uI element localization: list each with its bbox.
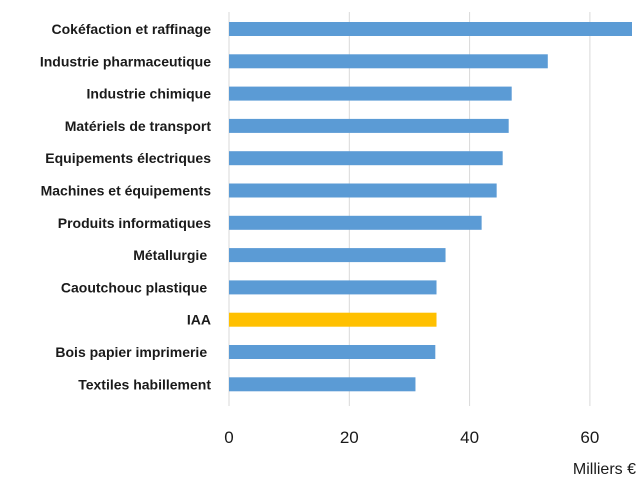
x-axis-unit-label: Milliers € [573,461,636,478]
category-label: Industrie pharmaceutique [40,53,211,69]
category-label: Caoutchouc plastique [61,279,211,295]
x-tick-label: 20 [340,428,359,447]
category-label: IAA [187,312,211,328]
bar [229,54,548,69]
category-label: Machines et équipements [41,183,212,199]
category-label: Textiles habillement [78,376,211,392]
x-tick-label: 40 [460,428,479,447]
category-label: Métallurgie [133,247,211,263]
x-tick-label: 60 [580,428,599,447]
category-label: Equipements électriques [45,150,211,166]
category-labels: Cokéfaction et raffinage Industrie pharma… [40,21,211,392]
x-tick-labels: 0 20 40 60 [224,428,599,447]
bar [229,248,446,263]
bar [229,280,437,295]
category-label: Cokéfaction et raffinage [52,21,212,37]
bar [229,183,497,198]
bar [229,86,512,101]
bar [229,118,509,133]
bar [229,22,632,36]
category-label: Produits informatiques [58,215,211,231]
bar [229,312,437,327]
bars [229,22,632,392]
bar [229,215,482,230]
category-label: Bois papier imprimerie [55,344,211,360]
category-label: Matériels de transport [65,118,212,134]
gridlines [228,12,591,406]
category-label: Industrie chimique [87,86,212,102]
bar [229,151,503,166]
bar [229,377,416,392]
x-tick-label: 0 [224,428,233,447]
bar [229,345,436,359]
